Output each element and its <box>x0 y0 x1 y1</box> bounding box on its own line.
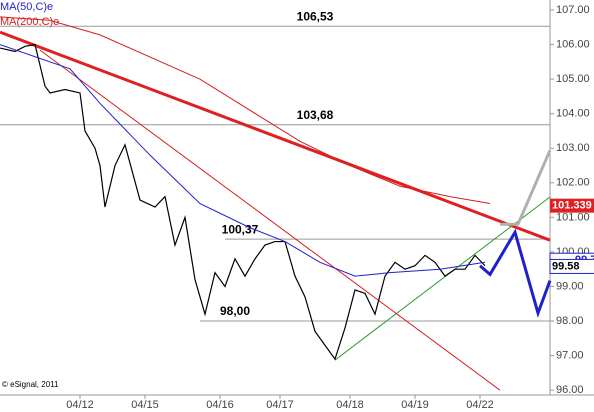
trend-line <box>0 30 551 242</box>
x-tick-label: 04/19 <box>401 399 429 411</box>
y-tick-label: 103.00 <box>556 142 590 154</box>
legend-entry: MA(50,C)e <box>0 1 53 13</box>
price-line <box>0 43 486 361</box>
price-tag <box>549 258 594 274</box>
y-tick-label: 102.00 <box>556 177 590 189</box>
trend-line <box>39 49 501 391</box>
price-tag-label: 99.58 <box>552 260 580 272</box>
level-label: 98,00 <box>220 304 250 318</box>
y-tick-label: 105.00 <box>556 73 590 85</box>
y-tick-label: 107.00 <box>556 4 590 16</box>
y-tick-label: 98.00 <box>556 315 584 327</box>
y-tick-label: 97.00 <box>556 350 584 362</box>
moving-average <box>0 16 491 205</box>
x-tick-label: 04/12 <box>66 399 94 411</box>
y-tick-label: 101.00 <box>556 211 590 223</box>
trend-line <box>500 149 552 226</box>
level-label: 106,53 <box>297 9 334 23</box>
x-tick-label: 04/18 <box>336 399 364 411</box>
price-tag <box>550 198 594 213</box>
x-tick-label: 04/22 <box>466 399 494 411</box>
level-label: 103,68 <box>297 108 334 122</box>
price-tag-label: 101.339 <box>552 200 592 212</box>
x-tick-label: 04/17 <box>266 399 294 411</box>
x-tick-label: 04/15 <box>131 399 159 411</box>
y-tick-label: 106.00 <box>556 38 590 50</box>
y-tick-label: 96.00 <box>556 384 584 396</box>
y-tick-label: 99.00 <box>556 280 584 292</box>
y-tick-label: 104.00 <box>556 108 590 120</box>
trend-line <box>479 228 552 318</box>
x-tick-label: 04/16 <box>206 399 234 411</box>
legend-entry: MA(200,C)e <box>0 16 59 28</box>
moving-average <box>0 44 486 277</box>
copyright: © eSignal, 2011 <box>2 380 59 389</box>
level-label: 100,37 <box>222 222 259 236</box>
